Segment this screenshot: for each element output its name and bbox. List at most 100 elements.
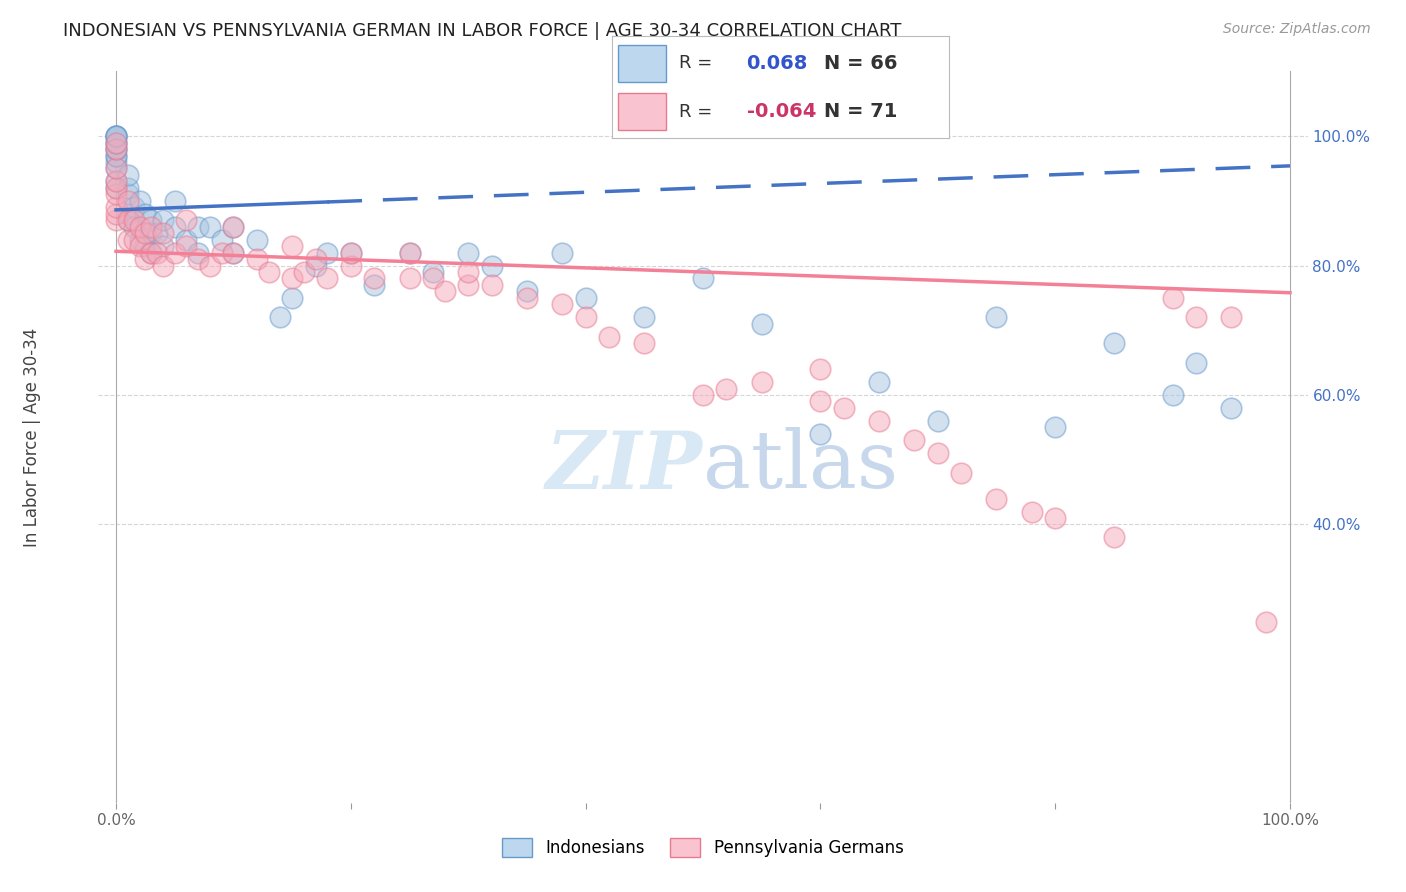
Point bbox=[117, 168, 139, 182]
Point bbox=[105, 148, 128, 162]
Point bbox=[1043, 420, 1066, 434]
Point bbox=[398, 245, 420, 260]
Point bbox=[292, 265, 315, 279]
Point bbox=[117, 181, 139, 195]
Point bbox=[716, 382, 738, 396]
Point bbox=[122, 200, 145, 214]
Point bbox=[751, 317, 773, 331]
Point bbox=[457, 265, 479, 279]
Point bbox=[692, 388, 714, 402]
Point bbox=[187, 219, 209, 234]
Point bbox=[105, 136, 128, 150]
Point bbox=[128, 233, 150, 247]
Point bbox=[187, 245, 209, 260]
Point bbox=[163, 245, 186, 260]
Point bbox=[211, 245, 233, 260]
Point bbox=[1256, 615, 1278, 629]
Point bbox=[128, 239, 150, 253]
Text: In Labor Force | Age 30-34: In Labor Force | Age 30-34 bbox=[22, 327, 41, 547]
Point bbox=[808, 362, 831, 376]
Point bbox=[457, 277, 479, 292]
Point bbox=[105, 207, 128, 221]
Point bbox=[122, 233, 145, 247]
Point bbox=[176, 233, 198, 247]
Point bbox=[340, 245, 363, 260]
Point bbox=[105, 155, 128, 169]
Point bbox=[1220, 401, 1243, 415]
Point bbox=[128, 219, 150, 234]
Point bbox=[363, 271, 385, 285]
Point bbox=[1220, 310, 1243, 325]
Point bbox=[117, 194, 139, 208]
Point bbox=[105, 142, 128, 156]
Point bbox=[105, 174, 128, 188]
Point bbox=[398, 271, 420, 285]
Point bbox=[340, 259, 363, 273]
Point bbox=[105, 174, 128, 188]
Point bbox=[903, 434, 925, 448]
Point bbox=[808, 426, 831, 441]
Point bbox=[1185, 356, 1208, 370]
Point bbox=[134, 226, 156, 240]
Point bbox=[692, 271, 714, 285]
Point bbox=[117, 213, 139, 227]
Point bbox=[281, 239, 304, 253]
Text: 0.068: 0.068 bbox=[747, 54, 808, 73]
Point bbox=[316, 271, 339, 285]
Point bbox=[141, 219, 163, 234]
Point bbox=[117, 187, 139, 202]
Text: R =: R = bbox=[679, 54, 718, 72]
Point bbox=[146, 226, 169, 240]
Point bbox=[105, 142, 128, 156]
Point bbox=[134, 239, 156, 253]
Bar bbox=[619, 45, 665, 82]
Point bbox=[105, 136, 128, 150]
Text: R =: R = bbox=[679, 103, 718, 120]
Point bbox=[122, 219, 145, 234]
Text: N = 66: N = 66 bbox=[824, 54, 897, 73]
Point bbox=[141, 245, 163, 260]
Text: -0.064: -0.064 bbox=[747, 102, 815, 121]
Point bbox=[105, 200, 128, 214]
Point bbox=[832, 401, 855, 415]
Point bbox=[134, 252, 156, 266]
Point bbox=[222, 245, 245, 260]
Point bbox=[516, 285, 538, 299]
Point bbox=[340, 245, 363, 260]
Point bbox=[481, 277, 503, 292]
Point bbox=[141, 226, 163, 240]
Point bbox=[105, 213, 128, 227]
Point bbox=[363, 277, 385, 292]
Point bbox=[105, 148, 128, 162]
Point bbox=[269, 310, 291, 325]
Point bbox=[457, 245, 479, 260]
Point bbox=[105, 142, 128, 156]
Point bbox=[211, 233, 233, 247]
Point bbox=[257, 265, 280, 279]
Point bbox=[598, 330, 620, 344]
Point bbox=[422, 271, 444, 285]
Point bbox=[105, 129, 128, 144]
Point bbox=[105, 129, 128, 144]
Text: Source: ZipAtlas.com: Source: ZipAtlas.com bbox=[1223, 22, 1371, 37]
Point bbox=[176, 213, 198, 227]
Point bbox=[141, 213, 163, 227]
Point bbox=[986, 310, 1008, 325]
Point bbox=[1102, 530, 1125, 544]
Point bbox=[152, 213, 174, 227]
Point bbox=[152, 239, 174, 253]
Point bbox=[105, 161, 128, 176]
Point bbox=[433, 285, 456, 299]
Point bbox=[868, 375, 890, 389]
Point bbox=[105, 161, 128, 176]
Point bbox=[1102, 336, 1125, 351]
Point bbox=[751, 375, 773, 389]
Legend: Indonesians, Pennsylvania Germans: Indonesians, Pennsylvania Germans bbox=[496, 831, 910, 864]
Point bbox=[105, 187, 128, 202]
Bar bbox=[619, 93, 665, 130]
Text: ZIP: ZIP bbox=[546, 427, 703, 505]
Point bbox=[633, 336, 655, 351]
Point bbox=[198, 259, 221, 273]
Point bbox=[117, 207, 139, 221]
Point bbox=[152, 259, 174, 273]
